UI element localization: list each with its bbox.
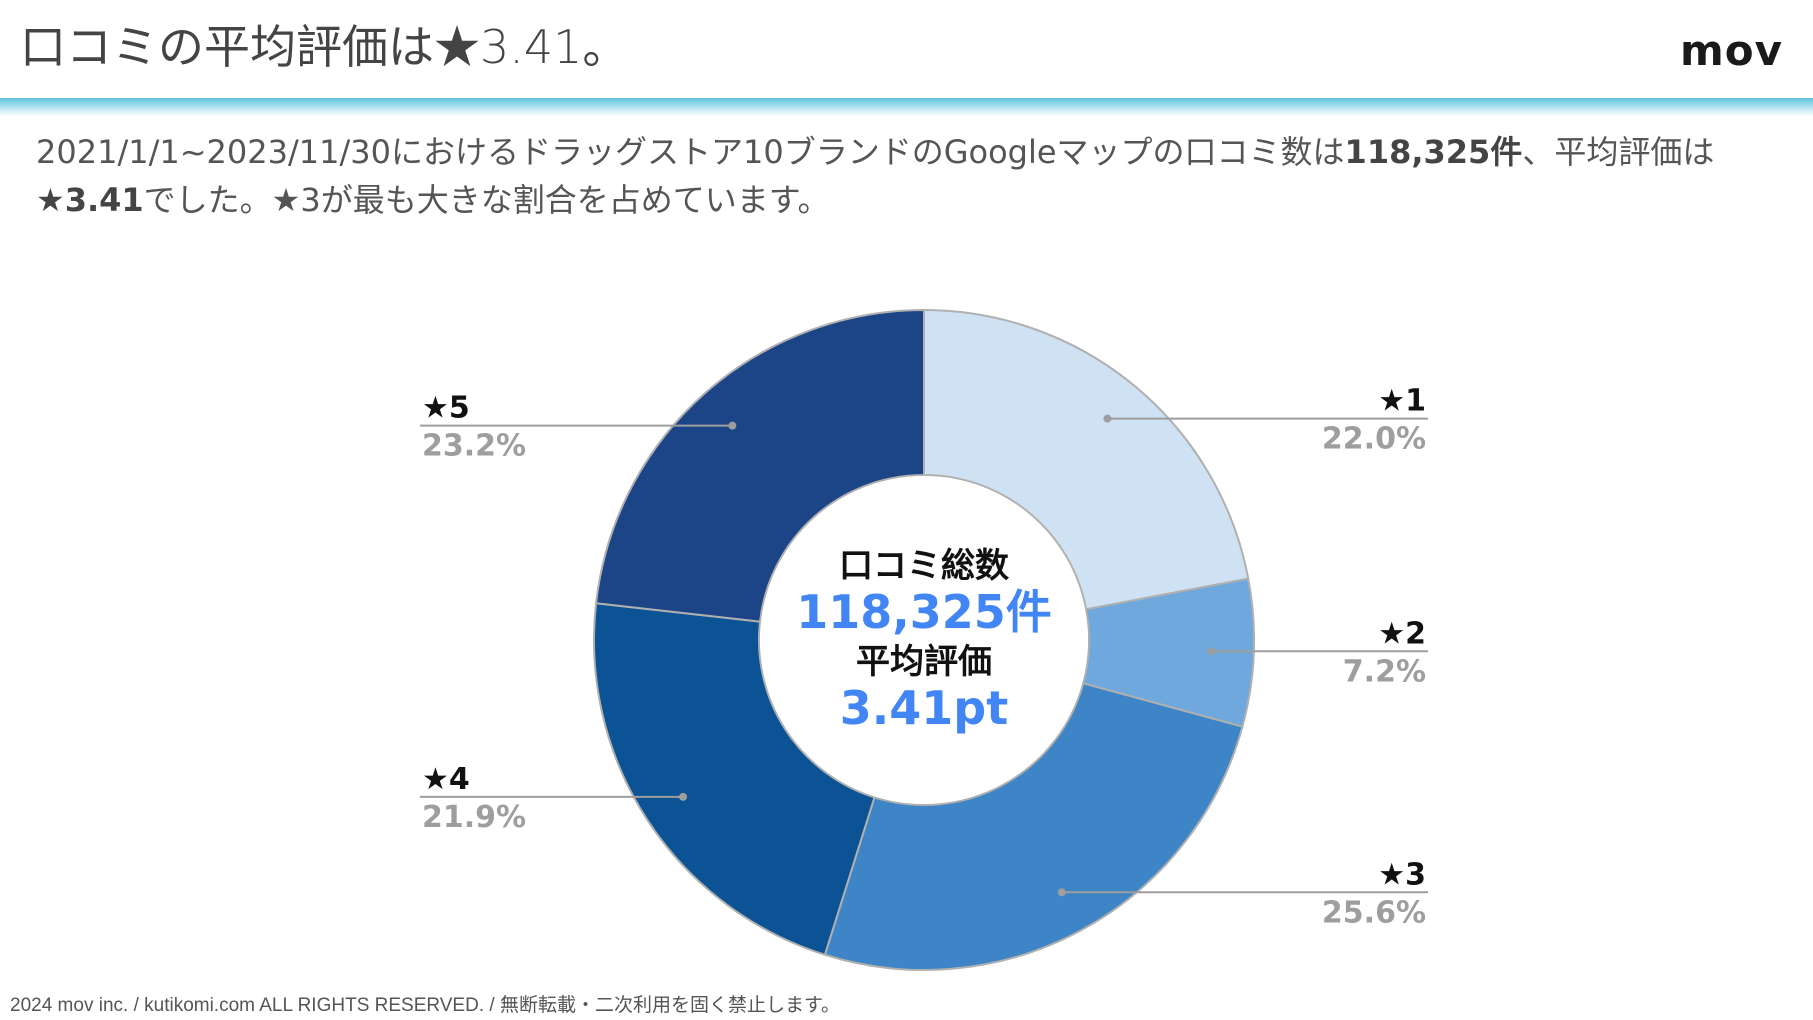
slice-star-1 bbox=[923, 308, 1250, 611]
header-divider-bar bbox=[0, 98, 1813, 116]
slice-category-label: ★1 bbox=[1378, 384, 1426, 419]
leader-lines bbox=[420, 414, 1428, 897]
center-average-value: 3.41pt bbox=[840, 681, 1008, 735]
slice-star-3 bbox=[823, 682, 1244, 971]
leader-dot-star-5 bbox=[728, 421, 737, 430]
slice-value-label: 25.6% bbox=[1322, 895, 1426, 930]
copyright-footer: 2024 mov inc. / kutikomi.com ALL RIGHTS … bbox=[10, 995, 841, 1016]
leader-dot-star-2 bbox=[1207, 647, 1216, 656]
page-title: 口コミの平均評価は★3.41。 bbox=[20, 20, 629, 74]
slice-category-label: ★5 bbox=[422, 391, 470, 426]
slice-star-4 bbox=[593, 602, 876, 957]
summary-text: 2021/1/1~2023/11/30におけるドラッグストア10ブランドのGoo… bbox=[36, 128, 1776, 224]
summary-average-rating: ★3.41 bbox=[36, 181, 144, 219]
summary-total-count: 118,325件 bbox=[1344, 133, 1523, 171]
center-average-label: 平均評価 bbox=[856, 642, 992, 682]
leader-dot-star-4 bbox=[679, 792, 688, 801]
leader-dot-star-1 bbox=[1103, 414, 1112, 423]
slice-value-label: 23.2% bbox=[422, 429, 526, 464]
slice-value-label: 22.0% bbox=[1322, 422, 1426, 457]
donut-slices bbox=[593, 308, 1255, 971]
slice-category-label: ★3 bbox=[1378, 857, 1426, 892]
slice-value-label: 7.2% bbox=[1343, 654, 1426, 689]
slice-category-label: ★2 bbox=[1378, 616, 1426, 651]
center-total-value: 118,325件 bbox=[796, 585, 1052, 639]
summary-part-3: でした。★3が最も大きな割合を占めています。 bbox=[143, 181, 830, 219]
slice-labels: ★122.0% ★27.2% ★325.6% ★421.9% ★523.2% bbox=[422, 384, 1426, 931]
slice-value-label: 21.9% bbox=[422, 800, 526, 835]
slice-star-5 bbox=[594, 308, 925, 623]
leader-dot-star-3 bbox=[1057, 888, 1066, 897]
center-total-label: 口コミ総数 bbox=[839, 546, 1009, 586]
donut-hole bbox=[760, 476, 1088, 804]
summary-part-1: 2021/1/1~2023/11/30におけるドラッグストア10ブランドのGoo… bbox=[36, 133, 1345, 171]
brand-logo: mov bbox=[1680, 26, 1783, 75]
slice-category-label: ★4 bbox=[422, 762, 470, 797]
summary-part-2: 、平均評価は bbox=[1522, 133, 1715, 171]
donut-center: 口コミ総数 118,325件 平均評価 3.41pt bbox=[796, 546, 1052, 735]
